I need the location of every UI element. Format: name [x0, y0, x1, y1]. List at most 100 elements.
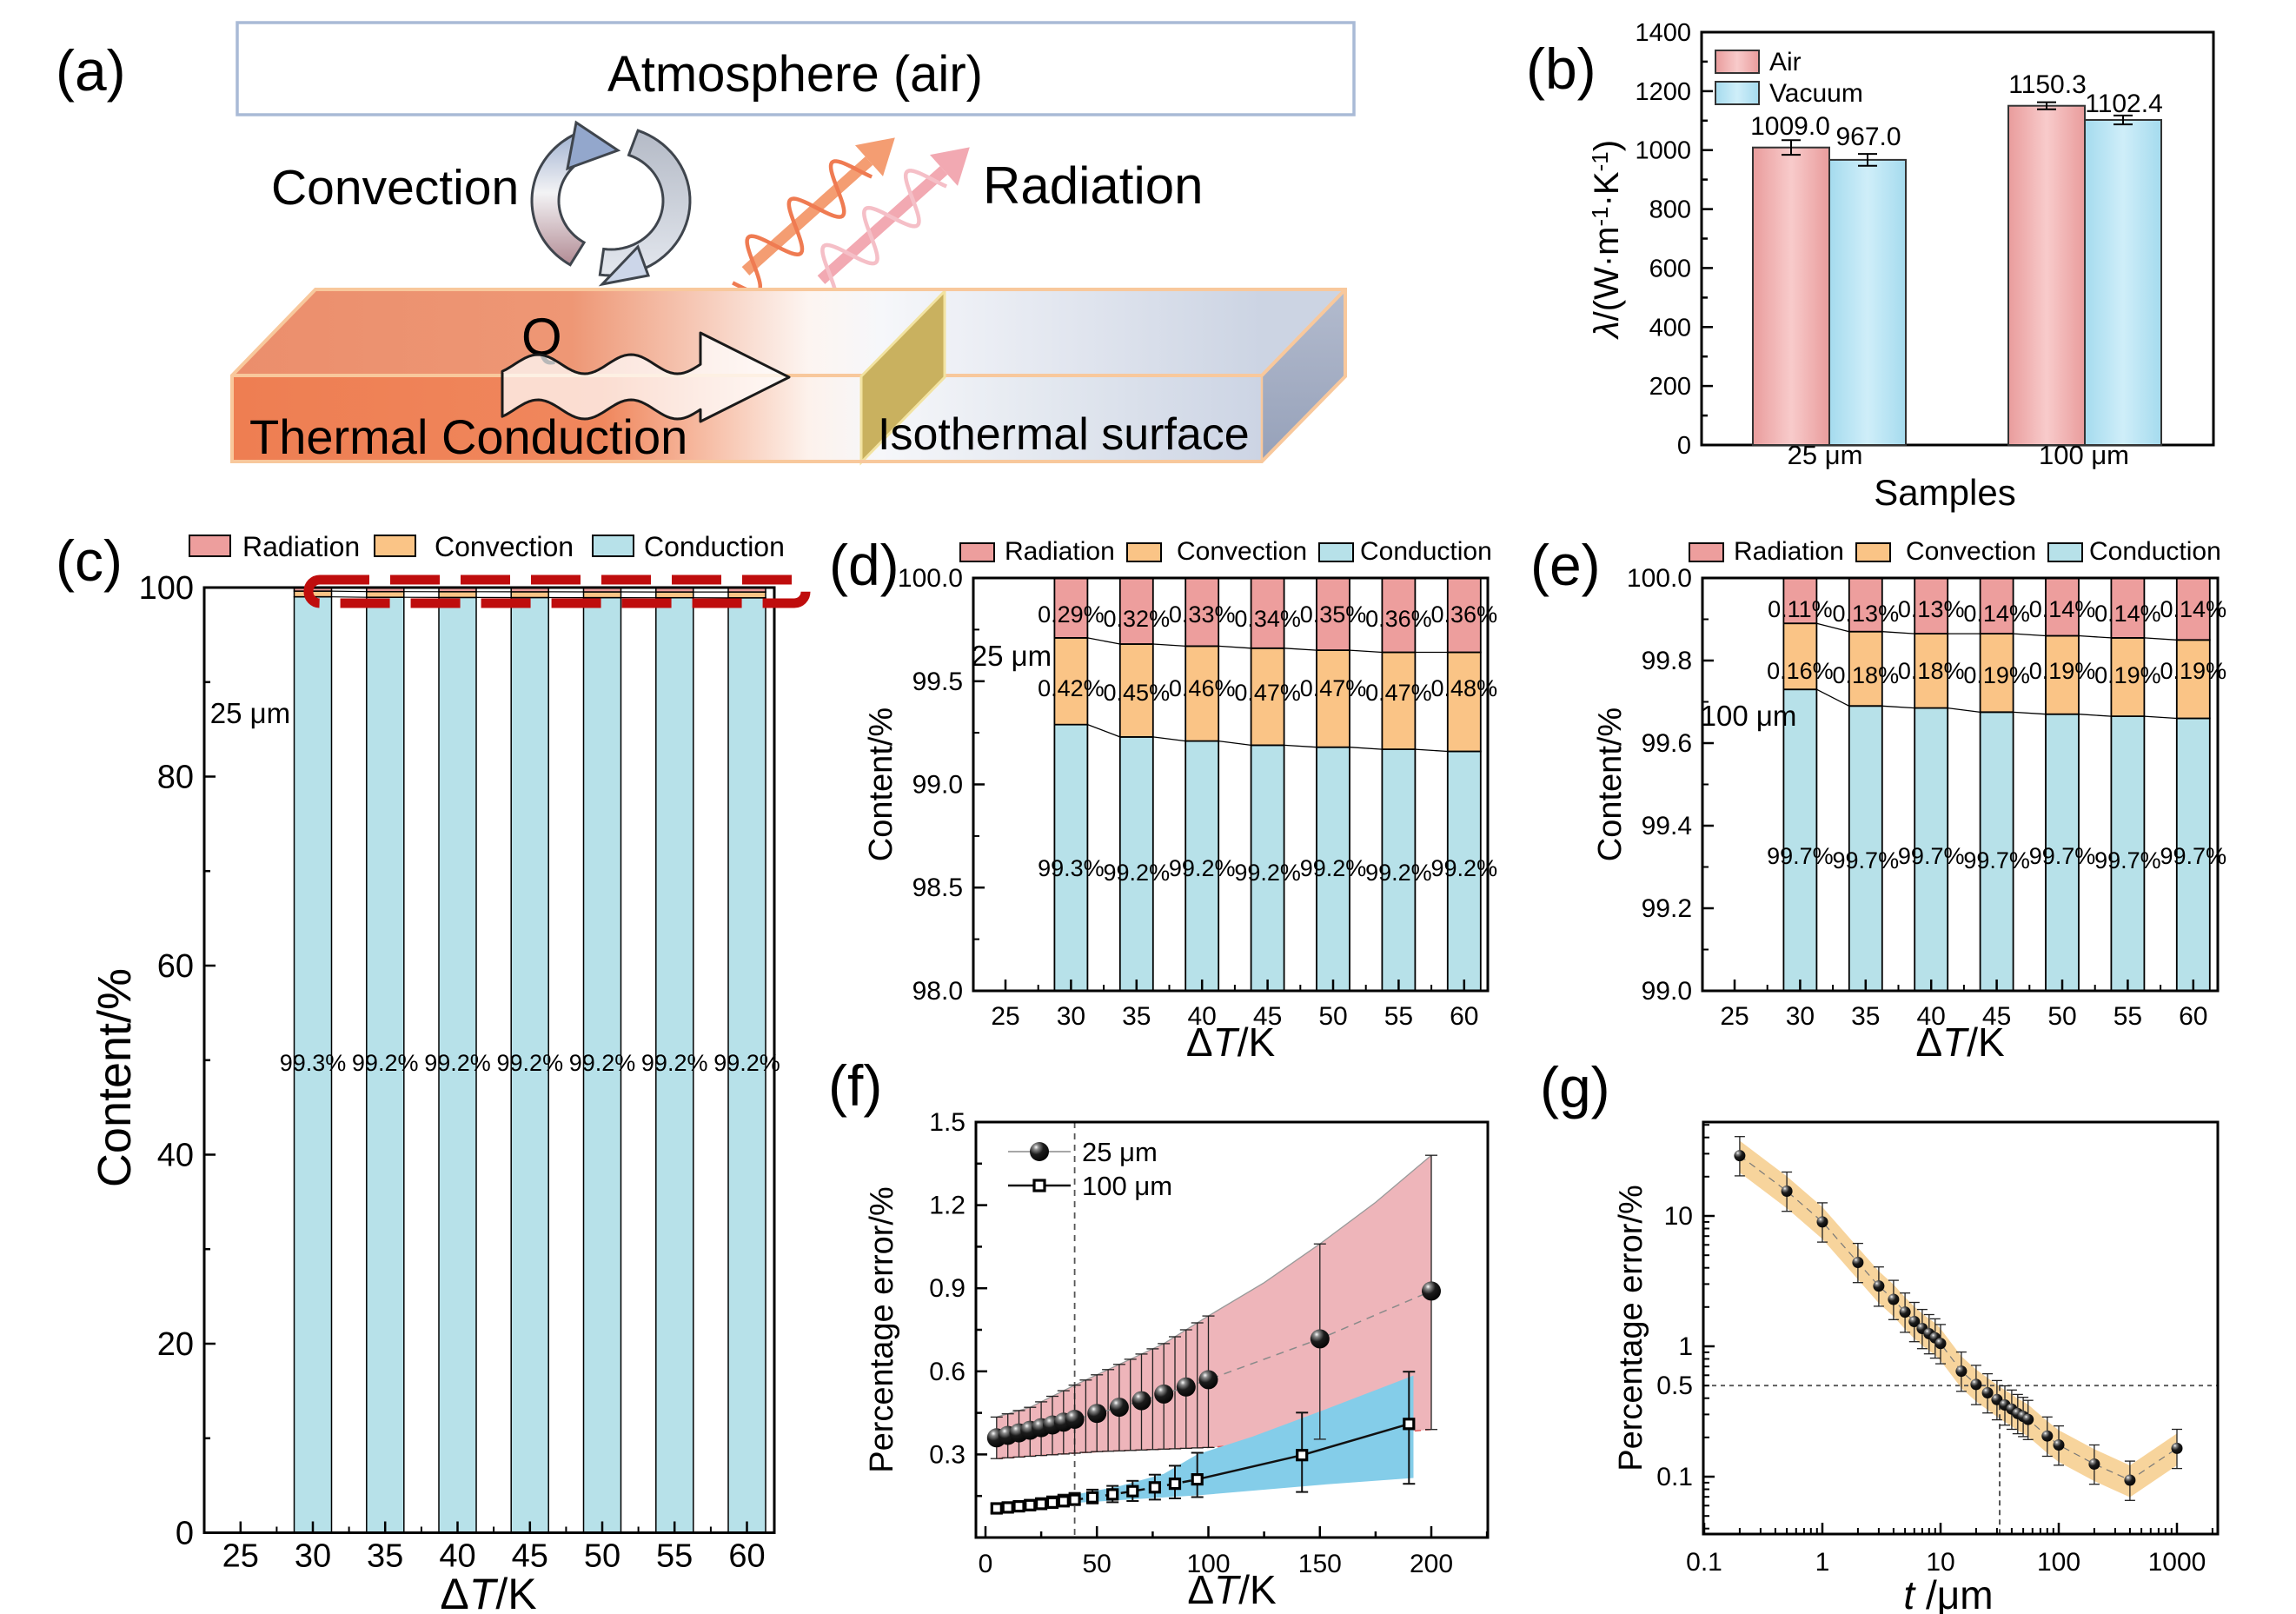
svg-text:0.13%: 0.13% — [1898, 596, 1965, 622]
svg-text:0.36%: 0.36% — [1365, 606, 1432, 632]
svg-text:25 μm: 25 μm — [1788, 440, 1863, 470]
svg-text:0.14%: 0.14% — [1963, 601, 2030, 627]
svg-text:0.13%: 0.13% — [1833, 601, 1900, 627]
svg-text:35: 35 — [1122, 1002, 1151, 1031]
svg-text:0.14%: 0.14% — [2094, 601, 2161, 627]
svg-text:1000: 1000 — [1635, 137, 1691, 165]
svg-text:25 μm: 25 μm — [972, 640, 1052, 672]
svg-text:Convection: Convection — [435, 531, 574, 562]
svg-text:Content/%: Content/% — [89, 968, 141, 1187]
svg-text:0.33%: 0.33% — [1169, 601, 1236, 628]
svg-text:100: 100 — [2037, 1548, 2080, 1577]
svg-text:(d): (d) — [829, 533, 899, 597]
svg-text:99.2%: 99.2% — [424, 1050, 491, 1076]
svg-text:t /μm: t /μm — [1903, 1572, 1993, 1614]
svg-text:Samples: Samples — [1874, 472, 2015, 513]
svg-text:30: 30 — [295, 1538, 331, 1575]
svg-text:Radiation: Radiation — [1734, 537, 1844, 566]
svg-text:(c): (c) — [56, 528, 123, 593]
svg-text:0.16%: 0.16% — [1767, 658, 1834, 684]
svg-text:99.8: 99.8 — [1642, 647, 1692, 675]
svg-text:99.2%: 99.2% — [1234, 860, 1301, 886]
svg-text:100.0: 100.0 — [1627, 564, 1692, 593]
svg-text:0.47%: 0.47% — [1365, 680, 1432, 706]
svg-text:0.34%: 0.34% — [1234, 606, 1301, 632]
svg-text:100 μm: 100 μm — [1701, 700, 1797, 732]
svg-text:99.2%: 99.2% — [713, 1050, 780, 1076]
svg-text:98.0: 98.0 — [912, 977, 963, 1006]
svg-text:99.7%: 99.7% — [1767, 843, 1834, 869]
svg-text:Radiation: Radiation — [242, 531, 360, 562]
svg-text:Percentage error/%: Percentage error/% — [1613, 1185, 1649, 1471]
svg-text:0.42%: 0.42% — [1038, 675, 1105, 701]
svg-text:0.5: 0.5 — [1656, 1372, 1693, 1400]
svg-text:0: 0 — [1677, 432, 1691, 460]
svg-text:Percentage error/%: Percentage error/% — [864, 1186, 900, 1473]
svg-text:35: 35 — [367, 1538, 403, 1575]
svg-text:55: 55 — [1384, 1002, 1413, 1031]
svg-text:99.4: 99.4 — [1642, 812, 1692, 840]
svg-text:1000: 1000 — [2148, 1548, 2206, 1577]
svg-text:Convection: Convection — [1906, 537, 2036, 566]
svg-text:10: 10 — [1664, 1202, 1693, 1231]
svg-text:ΔT/K: ΔT/K — [1915, 1020, 2005, 1065]
svg-text:99.2%: 99.2% — [1104, 860, 1171, 886]
svg-text:150: 150 — [1298, 1550, 1342, 1578]
svg-text:0.19%: 0.19% — [2160, 658, 2227, 684]
svg-text:0.1: 0.1 — [1686, 1548, 1722, 1577]
svg-text:25: 25 — [222, 1538, 259, 1575]
svg-text:60: 60 — [728, 1538, 765, 1575]
svg-text:1.2: 1.2 — [929, 1192, 966, 1220]
svg-text:99.0: 99.0 — [912, 771, 963, 800]
svg-text:99.5: 99.5 — [912, 668, 963, 696]
svg-text:99.2: 99.2 — [1642, 894, 1692, 923]
svg-text:ΔT/K: ΔT/K — [1187, 1567, 1277, 1612]
svg-text:99.2%: 99.2% — [569, 1050, 636, 1076]
svg-text:(b): (b) — [1526, 37, 1596, 101]
svg-text:ΔT/K: ΔT/K — [1186, 1020, 1276, 1065]
svg-text:100: 100 — [139, 570, 194, 607]
svg-text:0.48%: 0.48% — [1431, 675, 1498, 701]
svg-text:99.7%: 99.7% — [2160, 843, 2227, 869]
svg-text:0: 0 — [176, 1516, 194, 1552]
svg-text:0.9: 0.9 — [929, 1274, 966, 1303]
svg-text:98.5: 98.5 — [912, 873, 963, 902]
svg-text:0.14%: 0.14% — [2160, 596, 2227, 622]
svg-text:200: 200 — [1410, 1550, 1453, 1578]
svg-text:Vacuum: Vacuum — [1769, 79, 1863, 108]
svg-text:800: 800 — [1649, 196, 1691, 224]
svg-text:0.18%: 0.18% — [1833, 662, 1900, 688]
svg-text:0.11%: 0.11% — [1768, 596, 1833, 622]
svg-text:ΔT/K: ΔT/K — [440, 1570, 536, 1614]
svg-text:0: 0 — [979, 1550, 993, 1578]
svg-text:80: 80 — [157, 760, 194, 796]
svg-text:50: 50 — [1318, 1002, 1347, 1031]
svg-text:λ/(W·m-1·K-1): λ/(W·m-1·K-1) — [1587, 140, 1626, 340]
svg-text:0.29%: 0.29% — [1038, 601, 1105, 628]
svg-text:30: 30 — [1057, 1002, 1085, 1031]
svg-text:Content/%: Content/% — [1592, 707, 1629, 861]
svg-text:0.3: 0.3 — [929, 1440, 966, 1469]
svg-text:99.7%: 99.7% — [1833, 847, 1900, 873]
svg-text:40: 40 — [1917, 1002, 1946, 1031]
svg-text:60: 60 — [1450, 1002, 1478, 1031]
svg-text:(g): (g) — [1540, 1055, 1610, 1119]
svg-text:99.7%: 99.7% — [2029, 843, 2096, 869]
svg-text:Conduction: Conduction — [2089, 537, 2221, 566]
svg-text:99.2%: 99.2% — [641, 1050, 708, 1076]
svg-text:45: 45 — [512, 1538, 548, 1575]
svg-text:Atmosphere (air): Atmosphere (air) — [607, 46, 983, 103]
svg-text:0.19%: 0.19% — [2029, 658, 2096, 684]
svg-text:0.36%: 0.36% — [1431, 601, 1498, 628]
svg-text:40: 40 — [439, 1538, 475, 1575]
svg-text:1.5: 1.5 — [929, 1108, 966, 1137]
svg-text:1102.4: 1102.4 — [2085, 90, 2163, 118]
svg-text:55: 55 — [2114, 1002, 2142, 1031]
svg-text:(f): (f) — [828, 1053, 882, 1118]
svg-text:0.6: 0.6 — [929, 1358, 966, 1386]
svg-text:99.3%: 99.3% — [1038, 855, 1105, 881]
svg-text:99.7%: 99.7% — [1898, 843, 1965, 869]
svg-text:Isothermal surface: Isothermal surface — [878, 409, 1250, 460]
svg-text:35: 35 — [1851, 1002, 1880, 1031]
svg-text:30: 30 — [1786, 1002, 1815, 1031]
